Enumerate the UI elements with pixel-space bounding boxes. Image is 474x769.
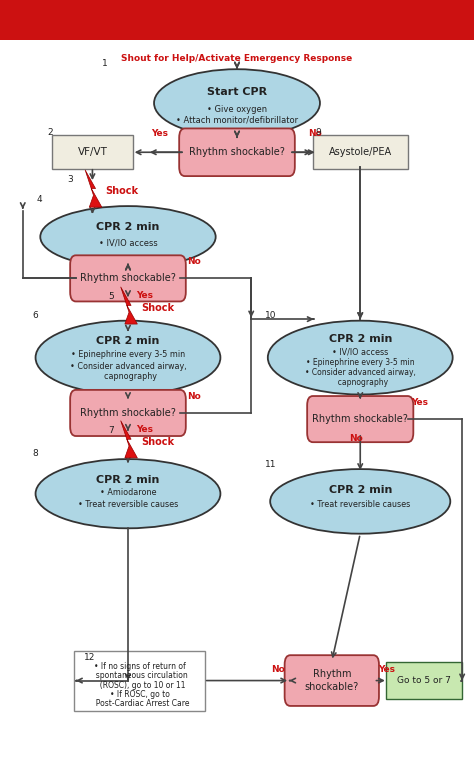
Text: 1: 1: [102, 58, 108, 68]
Text: 3: 3: [68, 175, 73, 185]
Text: • If ROSC, go to: • If ROSC, go to: [110, 690, 170, 699]
Text: 11: 11: [264, 460, 276, 469]
Text: shockable?: shockable?: [305, 681, 359, 692]
Text: • Treat reversible causes: • Treat reversible causes: [310, 500, 410, 509]
Text: No: No: [272, 664, 285, 674]
FancyBboxPatch shape: [313, 135, 408, 169]
Text: Post-Cardiac Arrest Care: Post-Cardiac Arrest Care: [91, 699, 189, 708]
Polygon shape: [121, 287, 137, 324]
FancyBboxPatch shape: [179, 128, 295, 176]
FancyBboxPatch shape: [307, 396, 413, 442]
Text: Yes: Yes: [137, 425, 154, 434]
Text: capnography: capnography: [99, 371, 157, 381]
Ellipse shape: [154, 69, 320, 137]
Text: (ROSC), go to 10 or 11: (ROSC), go to 10 or 11: [95, 681, 185, 690]
Text: No: No: [187, 391, 201, 401]
Ellipse shape: [40, 206, 216, 268]
Ellipse shape: [270, 469, 450, 534]
Text: 4: 4: [37, 195, 43, 205]
Text: Go to 5 or 7: Go to 5 or 7: [397, 676, 451, 685]
Text: • Give oxygen: • Give oxygen: [207, 105, 267, 114]
Text: No: No: [187, 257, 201, 266]
FancyBboxPatch shape: [70, 255, 186, 301]
Text: • Amiodarone: • Amiodarone: [100, 488, 156, 498]
Text: 2: 2: [47, 128, 53, 137]
Polygon shape: [85, 170, 102, 207]
Text: Start CPR: Start CPR: [207, 87, 267, 98]
Text: Yes: Yes: [411, 398, 428, 407]
Text: 5: 5: [108, 292, 114, 301]
Text: • IV/IO access: • IV/IO access: [332, 348, 388, 357]
Text: Rhythm shockable?: Rhythm shockable?: [312, 414, 408, 424]
Text: No: No: [348, 434, 363, 443]
Text: 7: 7: [108, 426, 114, 435]
Text: CPR 2 min: CPR 2 min: [328, 484, 392, 495]
Ellipse shape: [36, 459, 220, 528]
Text: CPR 2 min: CPR 2 min: [96, 221, 160, 232]
Text: Shock: Shock: [141, 437, 174, 448]
Text: • Consider advanced airway,: • Consider advanced airway,: [70, 361, 186, 371]
Text: Yes: Yes: [378, 664, 395, 674]
Text: Shock: Shock: [141, 303, 174, 314]
Text: • Consider advanced airway,: • Consider advanced airway,: [305, 368, 416, 378]
FancyBboxPatch shape: [0, 0, 474, 40]
Text: 12: 12: [84, 653, 96, 662]
Text: Rhythm shockable?: Rhythm shockable?: [80, 408, 176, 418]
Text: VF/VT: VF/VT: [77, 147, 108, 158]
Text: • Treat reversible causes: • Treat reversible causes: [78, 500, 178, 509]
FancyBboxPatch shape: [52, 135, 133, 169]
Text: 6: 6: [32, 311, 38, 320]
Text: Shout for Help/Activate Emergency Response: Shout for Help/Activate Emergency Respon…: [121, 54, 353, 63]
FancyBboxPatch shape: [386, 662, 462, 699]
Text: • Epinephrine every 3-5 min: • Epinephrine every 3-5 min: [306, 358, 415, 368]
Text: No: No: [308, 128, 322, 138]
Ellipse shape: [268, 321, 453, 394]
Text: Cardiac Arrest Algorithm: Cardiac Arrest Algorithm: [14, 11, 265, 29]
Text: • If no signs of return of: • If no signs of return of: [94, 662, 186, 671]
Text: • Attach monitor/defibrillator: • Attach monitor/defibrillator: [176, 115, 298, 125]
Text: Rhythm: Rhythm: [312, 669, 351, 680]
Text: Rhythm shockable?: Rhythm shockable?: [80, 273, 176, 284]
Text: Yes: Yes: [151, 128, 168, 138]
Polygon shape: [121, 421, 137, 458]
FancyBboxPatch shape: [284, 655, 379, 706]
Text: CPR 2 min: CPR 2 min: [96, 474, 160, 485]
Text: • Epinephrine every 3-5 min: • Epinephrine every 3-5 min: [71, 350, 185, 359]
Text: 9: 9: [315, 128, 321, 137]
FancyBboxPatch shape: [74, 651, 205, 711]
Text: 8: 8: [32, 449, 38, 458]
Text: Asystole/PEA: Asystole/PEA: [328, 147, 392, 158]
Text: • IV/IO access: • IV/IO access: [99, 238, 157, 248]
Text: 10: 10: [264, 311, 276, 320]
Text: spontaneous circulation: spontaneous circulation: [91, 671, 188, 681]
Text: capnography: capnography: [333, 378, 388, 388]
Text: Shock: Shock: [106, 186, 139, 197]
FancyBboxPatch shape: [70, 390, 186, 436]
Ellipse shape: [36, 321, 220, 394]
Text: CPR 2 min: CPR 2 min: [96, 335, 160, 346]
Text: Yes: Yes: [137, 291, 154, 300]
Text: Rhythm shockable?: Rhythm shockable?: [189, 147, 285, 158]
Text: CPR 2 min: CPR 2 min: [328, 334, 392, 345]
